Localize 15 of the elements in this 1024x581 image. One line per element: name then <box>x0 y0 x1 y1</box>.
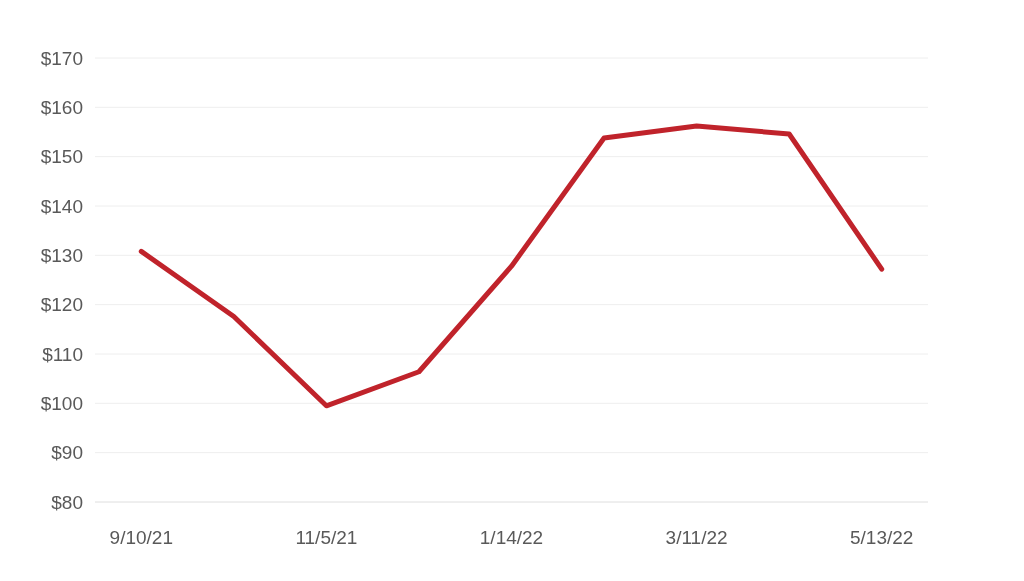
y-tick-label: $140 <box>40 195 83 217</box>
y-tick-label: $90 <box>51 442 83 464</box>
x-tick-label: 11/5/21 <box>295 527 358 548</box>
x-tick-label: 3/11/22 <box>665 527 728 548</box>
y-tick-label: $130 <box>40 244 83 266</box>
x-tick-label: 9/10/21 <box>109 527 173 548</box>
y-tick-label: $110 <box>42 343 83 365</box>
y-tick-label: $120 <box>40 294 83 316</box>
x-tick-label: 1/14/22 <box>479 527 544 548</box>
y-tick-label: $100 <box>40 392 83 414</box>
y-tick-label: $150 <box>40 146 83 168</box>
x-tick-label: 5/13/22 <box>850 527 914 548</box>
y-tick-label: $160 <box>40 96 83 118</box>
y-tick-label: $170 <box>40 47 83 69</box>
y-tick-label: $80 <box>51 491 83 513</box>
